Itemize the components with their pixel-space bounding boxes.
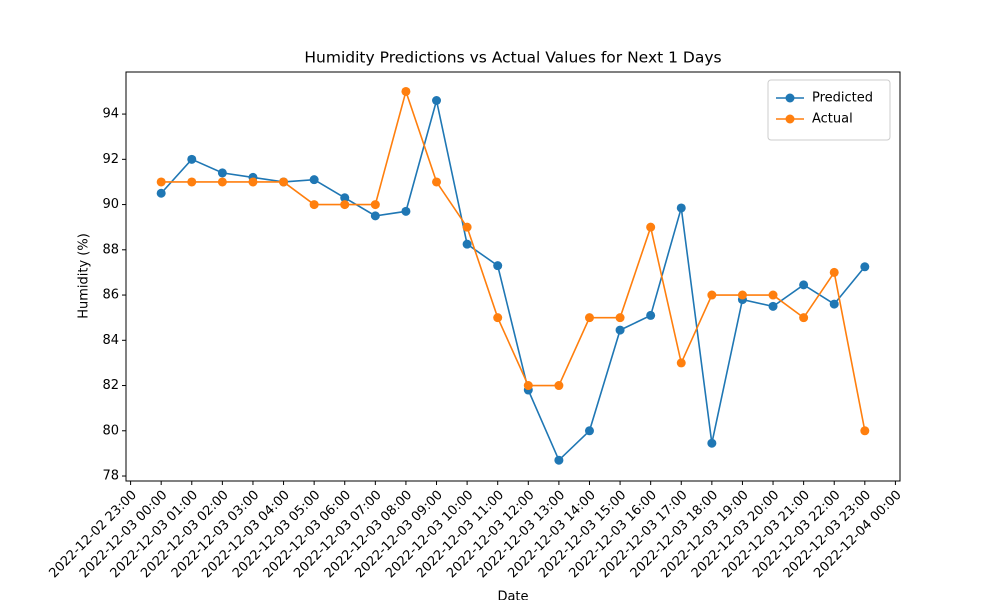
data-point xyxy=(217,177,227,187)
data-point xyxy=(860,262,870,272)
data-point xyxy=(768,301,778,311)
series-line xyxy=(161,88,866,431)
data-point xyxy=(370,200,380,210)
data-point xyxy=(462,239,472,249)
data-point xyxy=(156,177,166,187)
data-point xyxy=(401,206,411,216)
legend-marker xyxy=(785,114,795,124)
data-point xyxy=(584,313,594,323)
series-line xyxy=(160,100,866,462)
data-point xyxy=(340,200,350,210)
legend-label: Predicted xyxy=(812,91,873,106)
data-point xyxy=(615,313,625,323)
data-point xyxy=(799,313,809,323)
data-point xyxy=(217,168,227,178)
data-point xyxy=(279,177,289,187)
data-point xyxy=(401,86,411,96)
data-point xyxy=(584,426,594,436)
data-point xyxy=(493,313,503,323)
data-point xyxy=(493,261,503,271)
y-tick-label: 88 xyxy=(102,242,119,257)
legend-label: Actual xyxy=(812,112,853,127)
data-point xyxy=(554,381,564,391)
x-axis-label: Date xyxy=(497,590,528,600)
legend-marker xyxy=(785,93,795,103)
data-point xyxy=(432,96,442,106)
data-point xyxy=(646,310,656,320)
y-tick-label: 86 xyxy=(102,288,119,303)
data-point xyxy=(737,290,747,300)
legend-box xyxy=(767,79,891,141)
data-point xyxy=(829,267,839,277)
data-point xyxy=(768,290,778,300)
y-axis-label: Humidity (%) xyxy=(77,233,92,319)
data-point xyxy=(187,177,197,187)
y-tick-label: 92 xyxy=(102,152,119,167)
y-tick-label: 94 xyxy=(102,107,119,122)
y-tick-label: 82 xyxy=(102,378,119,393)
data-point xyxy=(646,222,656,232)
data-point xyxy=(676,203,686,213)
data-point xyxy=(432,177,442,187)
data-point xyxy=(615,325,625,335)
data-point xyxy=(187,154,197,164)
data-point xyxy=(370,211,380,221)
data-point xyxy=(676,358,686,368)
data-point xyxy=(523,381,533,391)
data-point xyxy=(309,200,319,210)
data-point xyxy=(799,280,809,290)
data-point xyxy=(156,188,166,198)
y-tick-label: 84 xyxy=(102,333,119,348)
y-tick-label: 80 xyxy=(102,423,119,438)
data-point xyxy=(462,222,472,232)
data-point xyxy=(707,290,717,300)
data-point xyxy=(829,299,839,309)
data-point xyxy=(707,438,717,448)
data-point xyxy=(554,455,564,465)
data-point xyxy=(248,177,258,187)
y-tick-label: 90 xyxy=(102,197,119,212)
chart-title: Humidity Predictions vs Actual Values fo… xyxy=(304,49,721,67)
data-point xyxy=(309,175,319,185)
data-point xyxy=(860,426,870,436)
data-point xyxy=(340,193,350,203)
plot-frame xyxy=(125,71,901,482)
y-tick-label: 78 xyxy=(102,469,119,484)
